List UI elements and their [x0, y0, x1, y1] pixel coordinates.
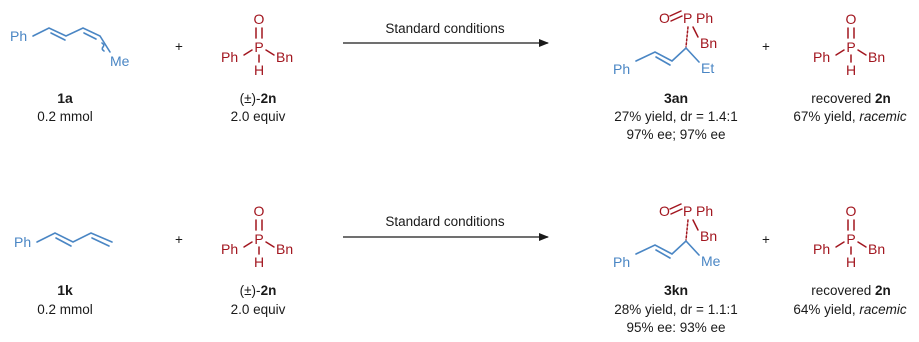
product-ee: 97% ee; 97% ee — [626, 127, 725, 142]
p-o-double-bond — [847, 27, 855, 39]
product-chain — [635, 239, 700, 256]
double-bond-2 — [83, 32, 97, 40]
p-bn-bond — [857, 241, 867, 248]
oxygen-label: O — [659, 10, 670, 26]
arrow-conditions-label: Standard conditions — [385, 214, 505, 229]
plus-sign: + — [175, 39, 183, 54]
hydrogen-label: H — [254, 62, 264, 78]
phenyl-label: Ph — [221, 241, 238, 257]
p-ph-bond — [835, 49, 845, 56]
phenyl-label: Ph — [696, 10, 713, 26]
diene-chain — [32, 27, 111, 53]
p-o-double-bond — [255, 27, 263, 39]
product-yield-dr: 28% yield, dr = 1.1:1 — [614, 302, 737, 317]
styrene-double-bond — [655, 249, 671, 259]
diene-chain — [36, 232, 113, 243]
compound-label-2n: (±)-2n — [240, 283, 277, 298]
p-o-double-bond — [669, 203, 683, 215]
p-o-double-bond — [255, 219, 263, 231]
recovered-yield: 67% yield, racemic — [793, 109, 907, 124]
phenyl-label: Ph — [10, 28, 27, 44]
phenyl-label: Ph — [813, 49, 830, 65]
benzyl-label: Bn — [700, 35, 717, 51]
benzyl-label: Bn — [276, 49, 293, 65]
diene-1k-structure: Ph — [14, 232, 113, 250]
diene-1a-structure: Ph Me — [10, 27, 130, 69]
p-o-double-bond — [669, 10, 683, 22]
styrene-double-bond — [655, 56, 671, 66]
phosphorus-label: P — [846, 231, 855, 247]
diene-amount: 0.2 mmol — [37, 302, 93, 317]
recovered-yield: 64% yield, racemic — [793, 302, 907, 317]
wavy-bond — [101, 42, 105, 52]
product-yield-dr: 27% yield, dr = 1.4:1 — [614, 109, 737, 124]
p-bn-bond — [265, 241, 275, 248]
recovered-label: recovered 2n — [811, 91, 891, 106]
p-ph-bond — [243, 241, 253, 248]
plus-sign: + — [175, 232, 183, 247]
recovered-2n-structure: O P Ph H Bn — [813, 203, 885, 270]
phosphorus-label: P — [683, 10, 692, 26]
p-bn-bond — [265, 49, 275, 56]
benzyl-label: Bn — [700, 228, 717, 244]
hydrogen-label: H — [846, 62, 856, 78]
phenyl-label-2: Ph — [613, 254, 630, 270]
plus-sign: + — [762, 39, 770, 54]
double-bond-2 — [91, 237, 110, 247]
product-chain — [635, 46, 700, 63]
hydrogen-label: H — [846, 254, 856, 270]
p-bn-bond — [857, 49, 867, 56]
oxygen-label: O — [846, 11, 857, 27]
compound-label-1a: 1a — [57, 90, 73, 106]
p-ph-bond — [835, 241, 845, 248]
product-3an-structure: O P Ph Bn Ph Et — [613, 10, 717, 77]
phosphine-oxide-2n-structure: O P Ph H Bn — [221, 203, 293, 270]
alkyl-label: Me — [701, 253, 721, 269]
alkyl-label: Et — [701, 60, 714, 76]
phenyl-label-2: Ph — [613, 61, 630, 77]
compound-label-1k: 1k — [57, 282, 73, 298]
reagent-amount: 2.0 equiv — [231, 302, 286, 317]
phosphorus-label: P — [254, 39, 263, 55]
plus-sign: + — [762, 232, 770, 247]
oxygen-label: O — [846, 203, 857, 219]
oxygen-label: O — [254, 203, 265, 219]
row-1: Ph Me 1a 0.2 mmol + O P Ph H Bn (±)-2n 2… — [10, 10, 907, 142]
phosphorus-label: P — [254, 231, 263, 247]
arrow-conditions-label: Standard conditions — [385, 21, 505, 36]
phenyl-label: Ph — [813, 241, 830, 257]
phosphorus-label: P — [683, 203, 692, 219]
p-bn-bond — [692, 26, 699, 38]
p-ph-bond — [243, 49, 253, 56]
oxygen-label: O — [254, 11, 265, 27]
phosphorus-label: P — [846, 39, 855, 55]
row-2: Ph 1k 0.2 mmol + O P Ph H Bn (±)-2n 2.0 … — [14, 203, 907, 335]
double-bond-1 — [55, 237, 72, 247]
hydrogen-label: H — [254, 254, 264, 270]
recovered-2n-structure: O P Ph H Bn — [813, 11, 885, 78]
reagent-amount: 2.0 equiv — [231, 109, 286, 124]
methyl-label: Me — [110, 53, 130, 69]
recovered-label: recovered 2n — [811, 283, 891, 298]
product-ee: 95% ee: 93% ee — [626, 320, 725, 335]
benzyl-label: Bn — [868, 241, 885, 257]
hashed-bond — [685, 219, 689, 241]
phenyl-label: Ph — [221, 49, 238, 65]
phenyl-label: Ph — [696, 203, 713, 219]
compound-label-2n: (±)-2n — [240, 91, 277, 106]
benzyl-label: Bn — [868, 49, 885, 65]
phosphine-oxide-2n-structure: O P Ph H Bn — [221, 11, 293, 78]
p-bn-bond — [692, 219, 699, 231]
p-o-double-bond — [847, 219, 855, 231]
hashed-bond — [685, 26, 689, 48]
diene-amount: 0.2 mmol — [37, 109, 93, 124]
product-3kn-structure: O P Ph Bn Ph Me — [613, 203, 721, 270]
compound-label-3an: 3an — [664, 90, 688, 106]
oxygen-label: O — [659, 203, 670, 219]
phenyl-label: Ph — [14, 234, 31, 250]
benzyl-label: Bn — [276, 241, 293, 257]
compound-label-3kn: 3kn — [664, 282, 688, 298]
double-bond-1 — [50, 32, 66, 41]
